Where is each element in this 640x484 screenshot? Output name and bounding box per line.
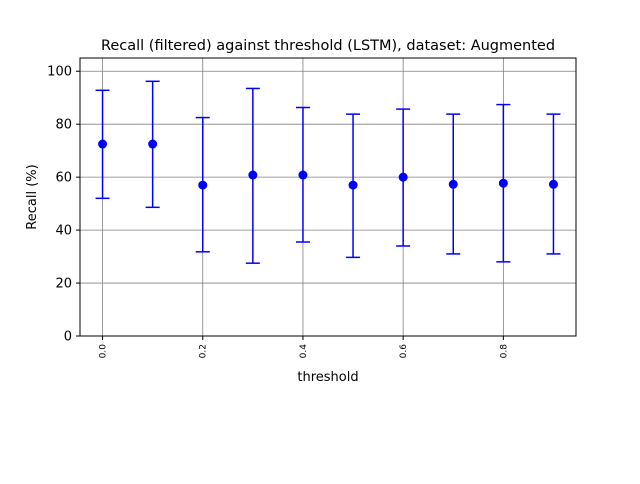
data-point [448,179,458,189]
x-tick-label: 0.6 [399,344,409,359]
chart-title: Recall (filtered) against threshold (LST… [101,38,555,54]
data-point [398,172,408,182]
y-tick-label: 100 [47,65,72,80]
axes: 0 20 40 60 80 100 0.0 0.2 0.4 0.6 0.8 [47,65,509,359]
data-point [98,139,108,149]
y-tick-label: 20 [55,277,72,292]
y-axis-label: Recall (%) [25,164,40,229]
y-tick-label: 80 [55,118,72,133]
data-point [198,180,208,190]
y-tick-label: 40 [55,224,72,239]
x-tick-label: 0.4 [299,344,309,359]
x-tick-label: 0.8 [499,344,509,359]
data-point [498,178,508,188]
x-tick-label: 0.2 [199,344,209,358]
data-series [95,80,561,264]
data-point [298,170,308,180]
data-point [348,180,358,190]
y-tick-label: 0 [64,330,72,345]
data-point [248,170,258,180]
plot-frame [79,57,577,337]
grid-lines [80,58,576,337]
x-axis-label: threshold [297,370,358,385]
data-point [548,179,558,189]
x-tick-label: 0.0 [99,344,109,359]
y-tick-label: 60 [55,171,72,186]
data-point [148,139,158,149]
